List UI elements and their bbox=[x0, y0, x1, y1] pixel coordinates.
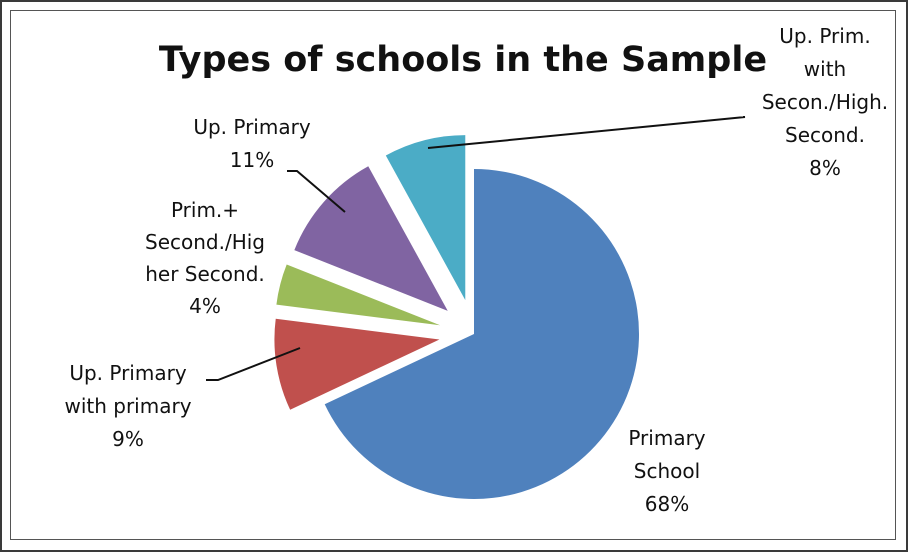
slice-label-line: her Second. bbox=[145, 262, 265, 286]
pie-slice bbox=[385, 135, 466, 301]
slice-labels: Primary School 68% Up. Primary with primary 9… bbox=[64, 24, 888, 516]
leader-line bbox=[427, 116, 746, 149]
slice-label: Up. Primary with primary 9% bbox=[64, 361, 191, 451]
slice-label-line: Secon./High. bbox=[762, 90, 888, 114]
slice-label-line: Second./Hig bbox=[145, 230, 265, 254]
slice-label-line: Up. Primary bbox=[69, 361, 186, 385]
slice-label-line: Second. bbox=[785, 123, 865, 147]
slice-label-line: 11% bbox=[230, 148, 274, 172]
pie-slice bbox=[274, 318, 440, 410]
slice-label-line: 68% bbox=[645, 492, 689, 516]
leader-line bbox=[287, 170, 346, 213]
slice-label-line: Up. Prim. bbox=[779, 24, 870, 48]
slice-label-line: 8% bbox=[809, 156, 841, 180]
slice-label-line: with primary bbox=[64, 394, 191, 418]
leader-lines bbox=[206, 116, 746, 381]
slice-label-line: with bbox=[804, 57, 846, 81]
pie-slice bbox=[276, 264, 441, 326]
pie-slice bbox=[324, 169, 639, 499]
slice-label: Up. Prim. with Secon./High. Second. 8% bbox=[762, 24, 888, 180]
slice-label-line: 9% bbox=[112, 427, 144, 451]
chart-title: Types of schools in the Sample bbox=[159, 40, 767, 80]
slice-label-line: Up. Primary bbox=[193, 115, 310, 139]
chart-area bbox=[10, 10, 896, 540]
slice-label: Prim.+ Second./Hig her Second. 4% bbox=[145, 198, 265, 318]
slice-label-line: 4% bbox=[189, 294, 221, 318]
leader-line bbox=[206, 347, 301, 381]
slice-label-line: Prim.+ bbox=[171, 198, 239, 222]
slice-label-line: Primary bbox=[628, 426, 705, 450]
slice-label: Up. Primary 11% bbox=[193, 115, 310, 172]
pie-slices bbox=[274, 135, 639, 499]
slice-label: Primary School 68% bbox=[628, 426, 705, 516]
slice-label-line: School bbox=[634, 459, 700, 483]
